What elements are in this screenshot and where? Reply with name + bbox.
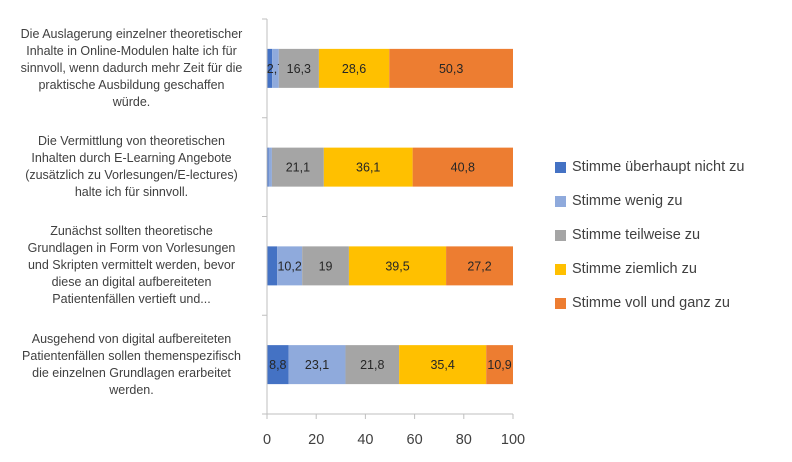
category-label-line: Inhalten durch E-Learning Angebote bbox=[31, 151, 232, 166]
legend-swatch bbox=[555, 263, 566, 275]
legend-swatch bbox=[555, 161, 566, 173]
bar-segment-5-cat-4 bbox=[486, 345, 513, 385]
bar-segment-5-cat-2 bbox=[412, 147, 513, 187]
category-label-line: Inhalte in Online-Modulen halte ich für bbox=[26, 43, 237, 58]
bar-segment-4-cat-3 bbox=[348, 246, 447, 286]
category-label-line: Patientenfällen vertieft und... bbox=[52, 292, 211, 307]
axes-group: 0 20 40 60 80 100 bbox=[262, 18, 525, 448]
x-tick-label: 80 bbox=[456, 432, 472, 448]
category-label-line: sinnvoll, wenn dadurch mehr Zeit für die bbox=[20, 60, 243, 75]
bar-segment-2-cat-2 bbox=[268, 147, 272, 187]
category-label-line: Grundlagen in Form von Vorlesungen bbox=[27, 241, 236, 256]
data-label: 36,1 bbox=[356, 161, 380, 175]
bar-segment-3-cat-2 bbox=[271, 147, 324, 187]
bars-group: 2,7 16,3 28,6 50,321,1 36,1 40,810,2 19 39,5 27,… bbox=[267, 48, 513, 385]
category-label-1: Die Auslagerung einzelner theoretischer I… bbox=[4, 26, 259, 111]
legend: Stimme überhaupt nicht zu Stimme wenig zu… bbox=[555, 150, 744, 320]
data-label: 27,2 bbox=[467, 259, 491, 273]
data-label: 19 bbox=[319, 259, 333, 273]
legend-label: Stimme voll und ganz zu bbox=[572, 295, 730, 311]
bar-segment-3-cat-3 bbox=[302, 246, 349, 286]
bar-segment-1-cat-4 bbox=[267, 345, 289, 385]
bar-segment-3-cat-4 bbox=[345, 345, 400, 385]
category-label-line: Ausgehend von digital aufbereiteten bbox=[31, 331, 232, 346]
x-tick-label: 100 bbox=[501, 432, 525, 448]
bar-segment-4-cat-2 bbox=[323, 147, 413, 187]
data-label: 10,2 bbox=[277, 259, 301, 273]
category-label-line: werden. bbox=[109, 382, 154, 397]
category-label-line: Patientenfällen sollen themenspezifisch bbox=[22, 348, 241, 363]
category-label-line: praktische Ausbildung geschaffen bbox=[38, 77, 225, 92]
x-tick-label: 20 bbox=[308, 432, 324, 448]
category-label-line: Die Vermittlung von theoretischen bbox=[38, 134, 225, 149]
data-label: 35,4 bbox=[430, 358, 454, 372]
data-label: 16,3 bbox=[287, 62, 311, 76]
data-label: 8,8 bbox=[269, 358, 286, 372]
x-tick-label: 60 bbox=[407, 432, 423, 448]
category-label-line: diese an digital aufbereiteten bbox=[51, 275, 212, 290]
bar-segment-2-cat-1 bbox=[272, 48, 279, 88]
data-label: 50,3 bbox=[439, 62, 463, 76]
data-label: 28,6 bbox=[342, 62, 366, 76]
legend-item-1: Stimme überhaupt nicht zu bbox=[555, 150, 744, 184]
x-tick-label: 0 bbox=[263, 432, 271, 448]
legend-label: Stimme teilweise zu bbox=[572, 227, 701, 243]
bar-segment-2-cat-4 bbox=[288, 345, 346, 385]
legend-label: Stimme überhaupt nicht zu bbox=[572, 159, 745, 175]
bar-segment-4-cat-4 bbox=[399, 345, 487, 385]
category-label-line: die einzelnen Grundlagen erarbeitet bbox=[32, 365, 231, 380]
legend-swatch bbox=[555, 195, 566, 207]
category-label-line: und Skripten vermittelt werden, bevor bbox=[27, 258, 236, 273]
data-label: 10,9 bbox=[487, 358, 511, 372]
category-label-line: würde. bbox=[112, 94, 151, 109]
legend-item-3: Stimme teilweise zu bbox=[555, 218, 744, 252]
x-tick-label: 40 bbox=[357, 432, 373, 448]
bar-segment-1-cat-3 bbox=[267, 246, 278, 286]
legend-swatch bbox=[555, 229, 566, 241]
bar-segment-5-cat-1 bbox=[389, 48, 513, 88]
data-label: 23,1 bbox=[305, 358, 329, 372]
bar-segment-1-cat-1 bbox=[267, 48, 273, 88]
legend-item-5: Stimme voll und ganz zu bbox=[555, 286, 744, 320]
category-label-4: Ausgehend von digital aufbereiteten Patie… bbox=[4, 331, 259, 399]
legend-label: Stimme wenig zu bbox=[572, 193, 683, 209]
bar-segment-5-cat-3 bbox=[446, 246, 513, 286]
legend-item-2: Stimme wenig zu bbox=[555, 184, 744, 218]
bar-segment-3-cat-1 bbox=[278, 48, 319, 88]
legend-label: Stimme ziemlich zu bbox=[572, 261, 697, 277]
bar-segment-1-cat-2 bbox=[267, 147, 269, 187]
legend-swatch bbox=[555, 297, 566, 309]
data-label: 39,5 bbox=[385, 259, 409, 273]
data-label: 21,1 bbox=[286, 161, 310, 175]
category-label-line: Die Auslagerung einzelner theoretischer bbox=[20, 26, 243, 41]
data-label: 21,8 bbox=[360, 358, 384, 372]
category-label-line: (zusätzlich zu Vorlesungen/E-lectures) bbox=[25, 168, 238, 183]
data-label: 40,8 bbox=[451, 161, 475, 175]
category-label-2: Die Vermittlung von theoretischen Inhalte… bbox=[4, 133, 259, 201]
bar-segment-4-cat-1 bbox=[318, 48, 390, 88]
bar-segment-2-cat-3 bbox=[277, 246, 303, 286]
legend-item-4: Stimme ziemlich zu bbox=[555, 252, 744, 286]
category-label-3: Zunächst sollten theoretische Grundlagen … bbox=[4, 223, 259, 308]
category-label-line: Zunächst sollten theoretische bbox=[50, 224, 213, 239]
category-label-line: halte ich für sinnvoll. bbox=[74, 185, 189, 200]
